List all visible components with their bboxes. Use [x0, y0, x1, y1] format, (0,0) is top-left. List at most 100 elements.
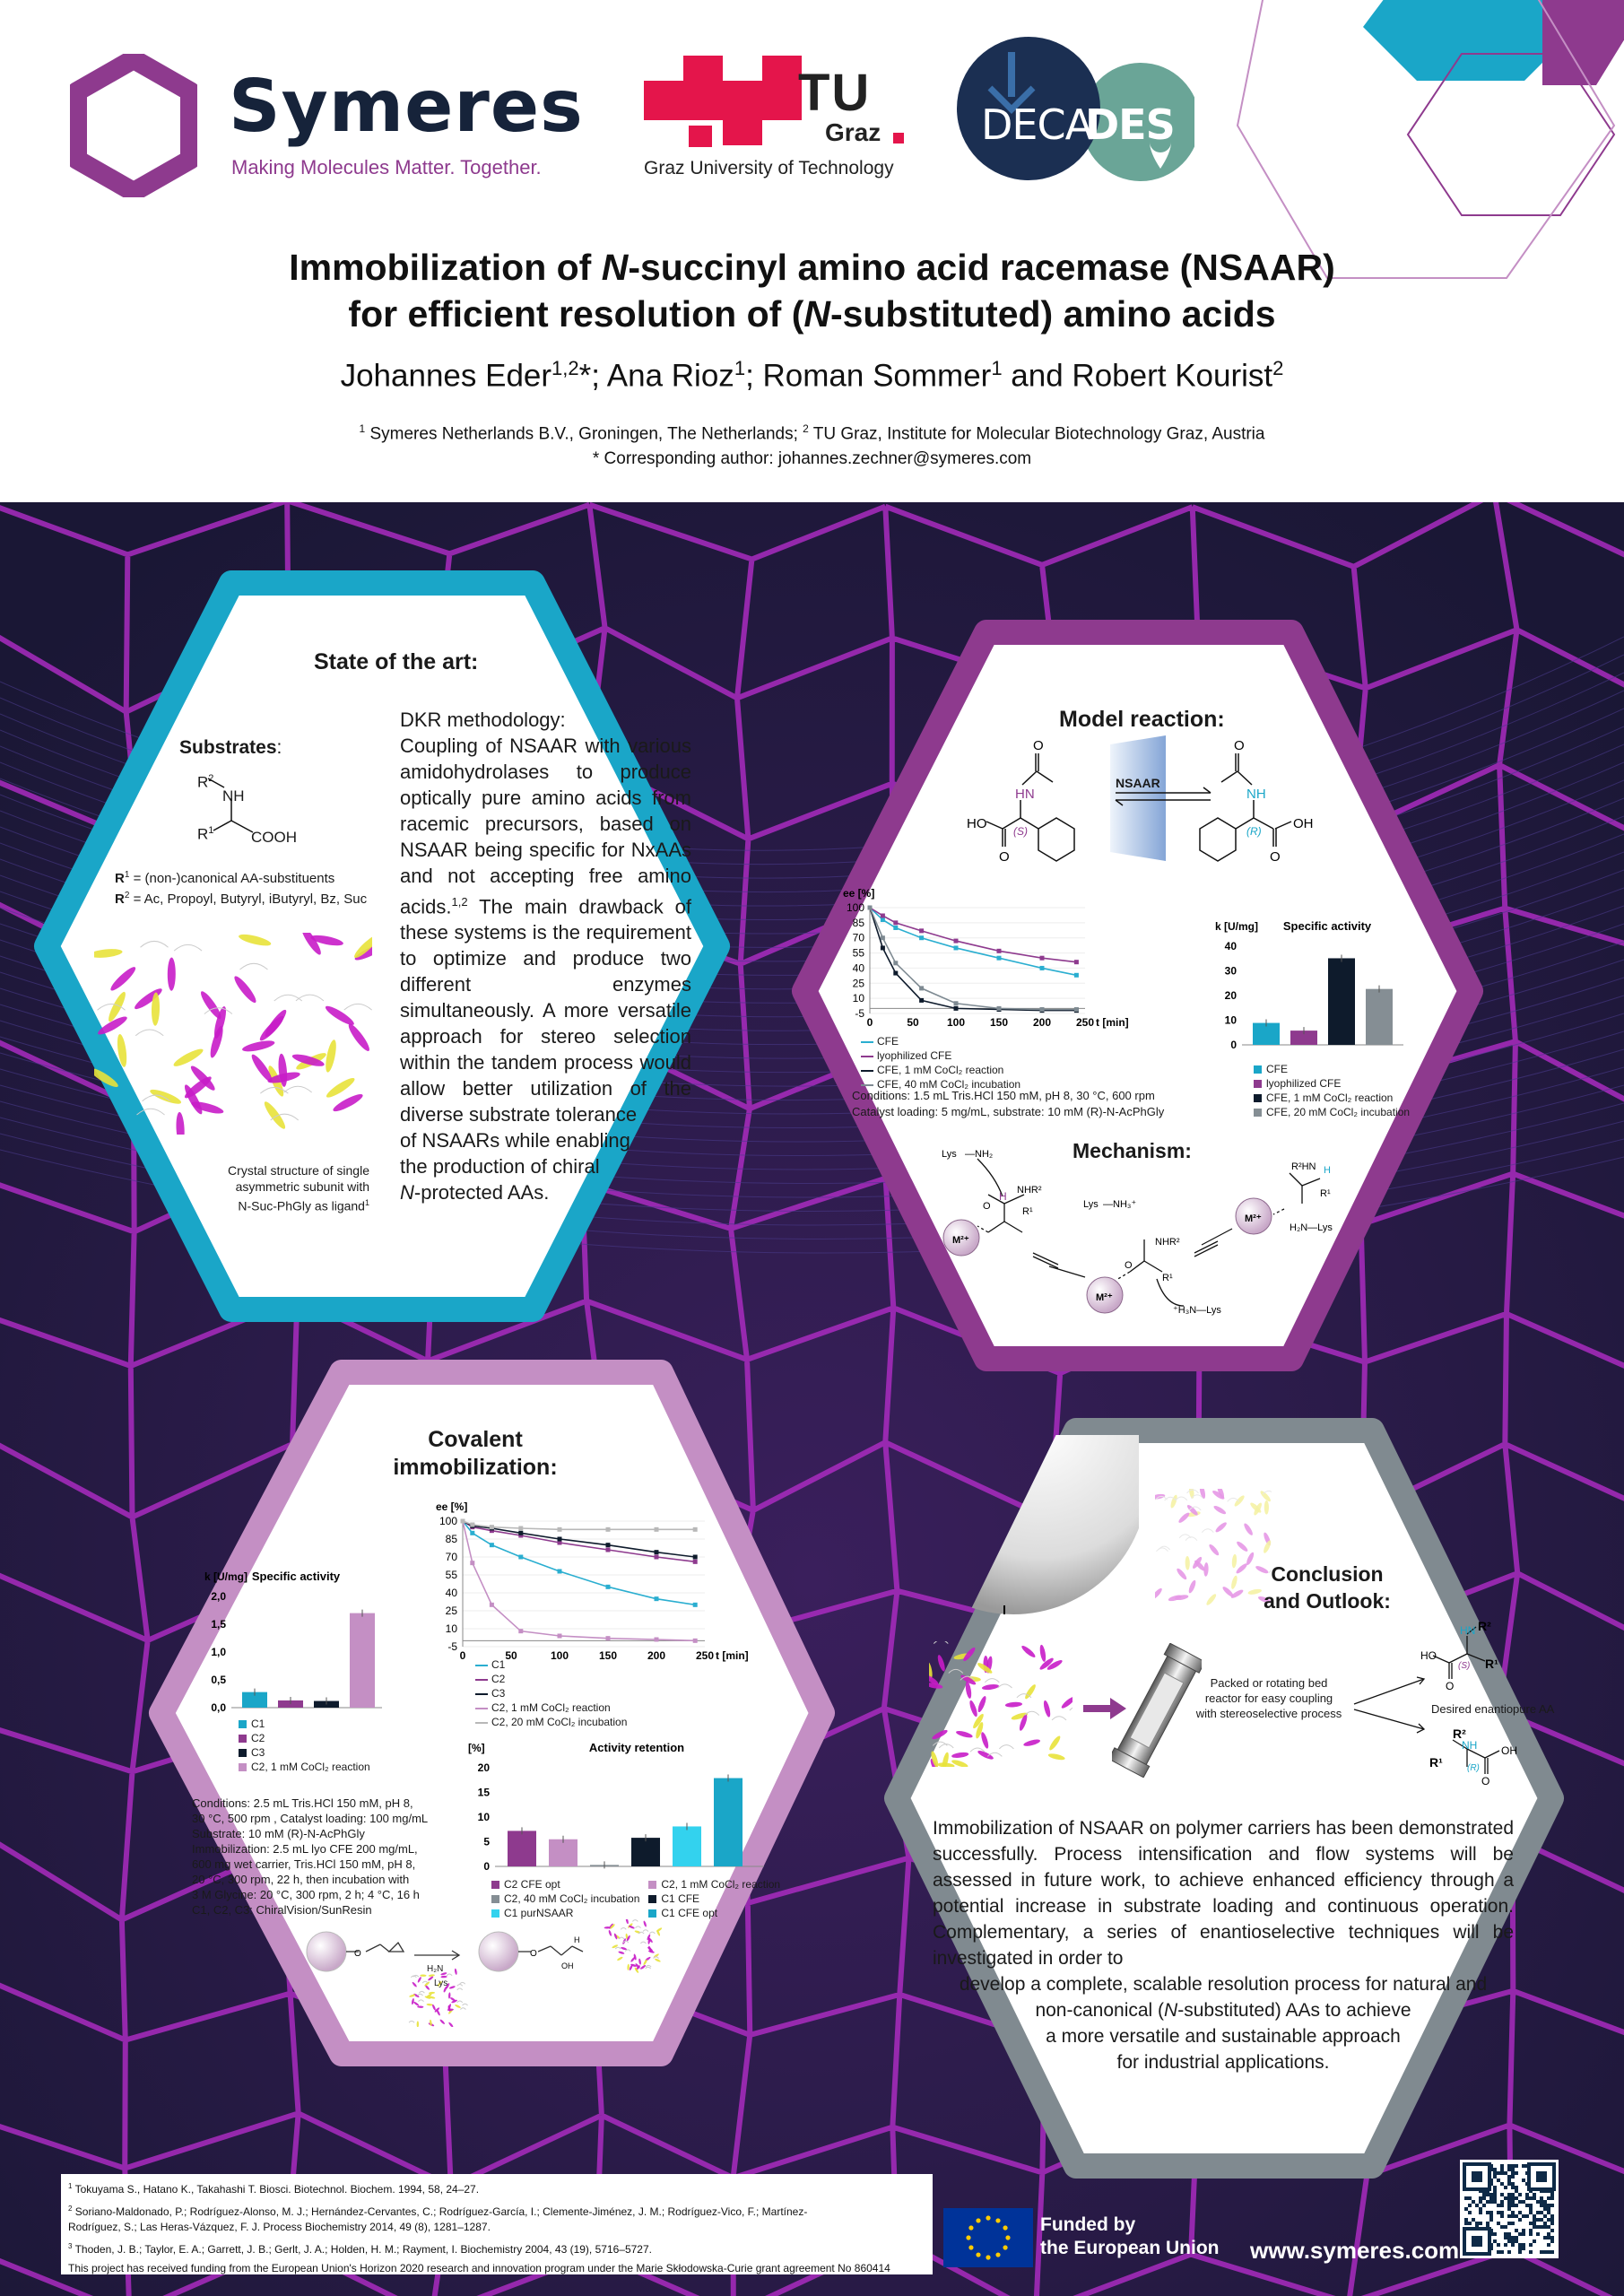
protein-helix — [1215, 1522, 1227, 1533]
series-line — [462, 1520, 696, 1606]
legend-label: C1 purNSAAR — [504, 1907, 574, 1919]
qr-module — [1540, 2211, 1543, 2214]
svg-text:R¹: R¹ — [1162, 1273, 1173, 1283]
protein-loop — [446, 1973, 453, 1977]
data-point — [880, 913, 885, 918]
data-point — [919, 928, 925, 934]
protein-helix — [1011, 1712, 1029, 1720]
qr-module — [1479, 2211, 1482, 2214]
legend-marker — [1254, 1065, 1262, 1074]
protein-helix — [1213, 1505, 1227, 1515]
qr-module — [1533, 2196, 1536, 2200]
qr-module — [1515, 2236, 1518, 2239]
svg-text:NHR²: NHR² — [1155, 1237, 1180, 1248]
qr-module — [1507, 2200, 1511, 2204]
references-box: 1 Tokuyama S., Hatano K., Takahashi T. B… — [61, 2174, 933, 2274]
y-tick-label: 25 — [853, 977, 865, 989]
legend-label: CFE — [1266, 1063, 1288, 1075]
qr-module — [1529, 2211, 1533, 2214]
legend-entry: C2, 1 mM CoCl₂ reaction — [239, 1760, 370, 1774]
qr-module — [1550, 2214, 1554, 2218]
bar — [631, 1838, 660, 1866]
qr-module — [1511, 2239, 1515, 2243]
r1-definition: R1 = (non-)canonical AA-substituents — [115, 870, 335, 886]
legend-label: C3 — [251, 1746, 265, 1759]
protein-helix — [234, 976, 256, 1004]
qr-module — [1550, 2250, 1554, 2254]
protein-helix — [310, 935, 343, 946]
legend-label: C2 CFE opt — [504, 1878, 560, 1891]
qr-module — [1497, 2204, 1500, 2207]
svg-text:H: H — [1324, 1165, 1331, 1176]
website-link[interactable]: www.symeres.com — [1250, 2237, 1460, 2264]
legend-entry: C1 — [475, 1657, 627, 1672]
protein-helix — [455, 2005, 461, 2008]
svg-text:O: O — [1234, 738, 1245, 753]
legend-entry: C3 — [475, 1686, 627, 1700]
protein-loop — [413, 1974, 420, 1978]
qr-module — [1511, 2243, 1515, 2247]
y-tick-label: 0 — [483, 1860, 490, 1873]
qr-code-icon[interactable] — [1460, 2160, 1559, 2258]
protein-helix — [450, 1997, 456, 2002]
substrate-structure — [207, 778, 254, 833]
protein-helix — [1237, 1541, 1248, 1552]
protein-helix — [976, 1722, 984, 1739]
qr-module — [1511, 2193, 1515, 2196]
chart-title: Specific activity — [252, 1570, 341, 1583]
qr-module — [1522, 2179, 1525, 2182]
protein-helix — [416, 2021, 420, 2027]
x-tick-label: 100 — [947, 1016, 965, 1029]
svg-text:Lys: Lys — [942, 1149, 957, 1160]
protein-loop — [614, 1946, 621, 1950]
protein-helix — [965, 1681, 972, 1699]
qr-module — [1479, 2200, 1482, 2204]
qr-module — [1489, 2196, 1493, 2200]
qr-module — [1500, 2225, 1504, 2229]
qr-module — [1536, 2200, 1540, 2204]
legend-marker — [861, 1069, 873, 1072]
protein-loop — [204, 1007, 233, 1014]
protein-helix — [176, 1111, 185, 1135]
poster-title: Immobilization of N-succinyl amino acid … — [289, 247, 1335, 335]
x-tick-label: 0 — [460, 1649, 466, 1662]
qr-module — [1464, 2207, 1468, 2211]
protein-helix — [413, 2001, 420, 2006]
decades-text-a: DECA — [981, 100, 1093, 149]
qr-module — [1507, 2222, 1511, 2225]
legend-label: C2, 1 mM CoCl₂ reaction — [251, 1761, 370, 1773]
y-tick-label: 70 — [446, 1551, 458, 1563]
legend-label: lyophilized CFE — [1266, 1077, 1342, 1090]
data-point — [996, 955, 1002, 961]
protein-helix — [326, 1039, 336, 1073]
qr-module — [1533, 2193, 1536, 2196]
svg-text:M²⁺: M²⁺ — [1096, 1292, 1113, 1303]
protein-helix — [432, 2004, 436, 2011]
protein-helix — [190, 1065, 215, 1091]
corner-hexagons — [1236, 0, 1624, 279]
qr-module — [1472, 2218, 1475, 2222]
tu-name: TU — [798, 64, 872, 122]
y-tick-label: 10 — [853, 992, 865, 1004]
funded-by: Funded by the European Union — [1040, 2214, 1220, 2258]
protein-loop — [343, 1003, 372, 1011]
legend-entry: CFE — [861, 1034, 1020, 1048]
qr-module — [1497, 2250, 1500, 2254]
qr-module — [1482, 2196, 1486, 2200]
data-point — [460, 1518, 465, 1524]
protein-loop — [648, 1931, 656, 1935]
covalent-title: Covalent immobilization: — [393, 1427, 558, 1480]
data-point — [880, 935, 885, 941]
protein-helix — [931, 1751, 939, 1767]
protein-helix — [629, 1964, 633, 1971]
data-point — [518, 1526, 524, 1531]
protein-loop — [933, 1641, 949, 1644]
qr-module — [1547, 2236, 1550, 2239]
protein-helix — [1047, 1753, 1065, 1761]
protein-loop — [136, 1108, 165, 1116]
svg-text:OH: OH — [1293, 816, 1314, 831]
legend-label: CFE, 1 mM CoCl₂ reaction — [1266, 1091, 1394, 1104]
qr-module — [1497, 2211, 1500, 2214]
protein-loop — [948, 1668, 964, 1674]
